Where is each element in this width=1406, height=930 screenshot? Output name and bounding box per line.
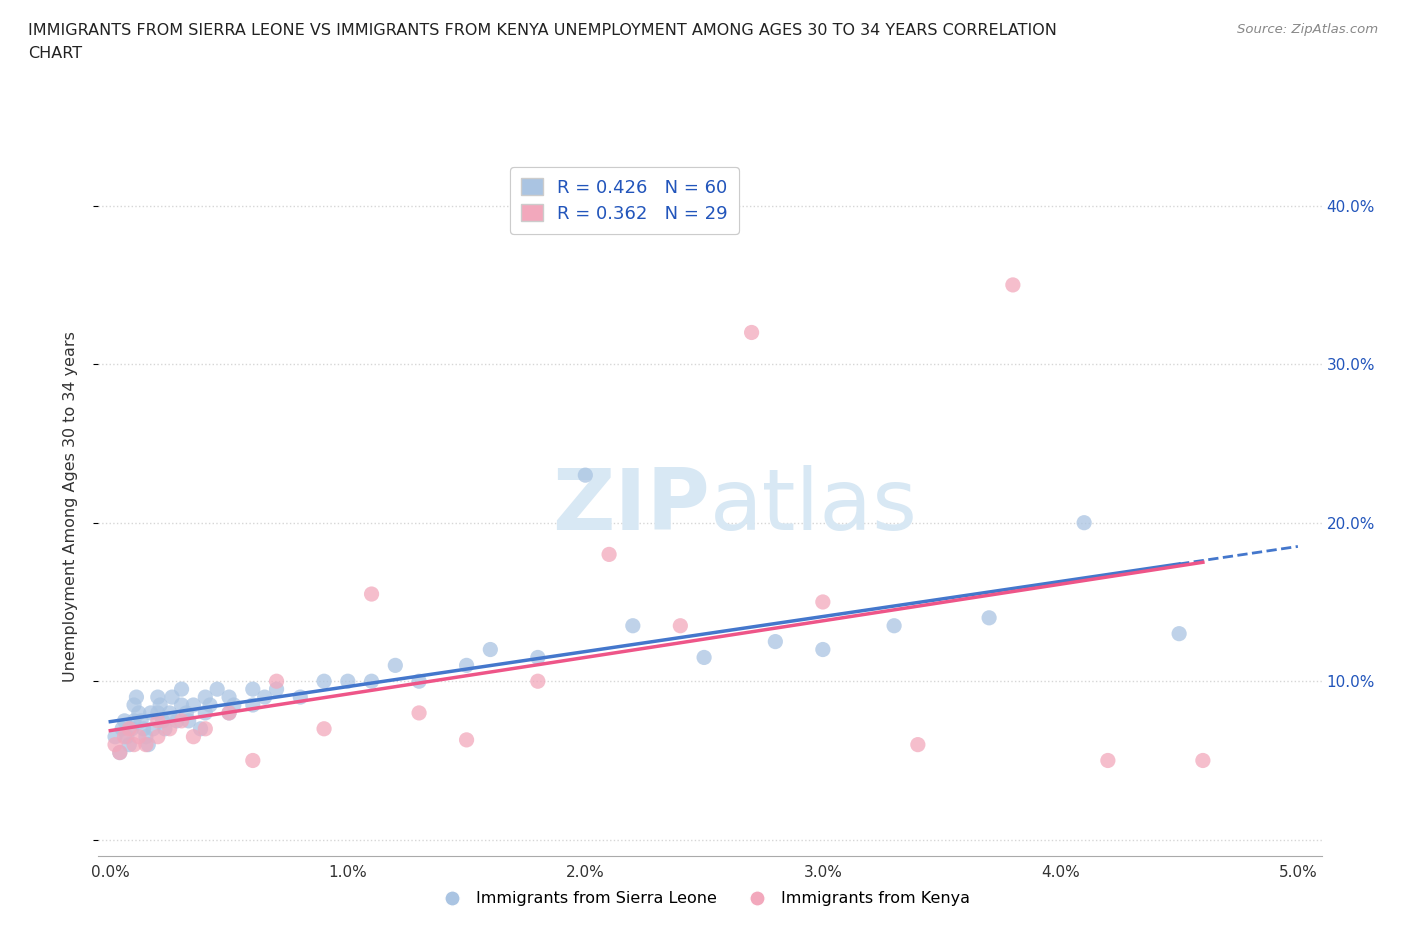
Point [125, 690, 148, 705]
Point [312, 673, 335, 688]
Point [146, 706, 169, 721]
Point [132, 722, 155, 737]
Point [111, 722, 134, 737]
Point [1097, 753, 1119, 768]
Point [360, 587, 382, 602]
Point [222, 698, 245, 712]
Point [205, 682, 228, 697]
Point [811, 642, 834, 657]
Point [128, 729, 150, 744]
Point [153, 722, 176, 737]
Point [139, 706, 162, 721]
Point [336, 673, 359, 688]
Point [907, 737, 929, 752]
Text: atlas: atlas [710, 465, 918, 549]
Point [135, 737, 157, 752]
Point [669, 618, 692, 633]
Text: IMMIGRANTS FROM SIERRA LEONE VS IMMIGRANTS FROM KENYA UNEMPLOYMENT AMONG AGES 30: IMMIGRANTS FROM SIERRA LEONE VS IMMIGRAN… [28, 23, 1057, 38]
Point [693, 650, 716, 665]
Point [121, 722, 143, 737]
Point [115, 729, 138, 744]
Point [136, 737, 159, 752]
Point [1192, 753, 1215, 768]
Point [159, 706, 181, 721]
Point [177, 713, 200, 728]
Legend: R = 0.426   N = 60, R = 0.362   N = 29: R = 0.426 N = 60, R = 0.362 N = 29 [510, 167, 738, 233]
Point [146, 729, 169, 744]
Point [166, 713, 188, 728]
Point [598, 547, 620, 562]
Point [183, 729, 205, 744]
Point [312, 722, 335, 737]
Point [763, 634, 786, 649]
Point [122, 713, 145, 728]
Point [170, 682, 193, 697]
Point [977, 610, 1000, 625]
Point [108, 745, 131, 760]
Point [883, 618, 905, 633]
Point [146, 690, 169, 705]
Point [242, 753, 264, 768]
Point [129, 713, 152, 728]
Point [118, 722, 141, 737]
Legend: Immigrants from Sierra Leone, Immigrants from Kenya: Immigrants from Sierra Leone, Immigrants… [430, 885, 976, 912]
Point [104, 729, 127, 744]
Point [114, 729, 136, 744]
Point [1168, 626, 1191, 641]
Point [290, 690, 312, 705]
Point [456, 733, 478, 748]
Point [108, 745, 131, 760]
Point [183, 698, 205, 712]
Point [128, 706, 150, 721]
Point [142, 722, 165, 737]
Point [149, 698, 172, 712]
Point [152, 713, 174, 728]
Point [146, 713, 169, 728]
Point [1001, 277, 1024, 292]
Point [194, 690, 217, 705]
Point [160, 690, 183, 705]
Point [741, 326, 763, 340]
Point [218, 706, 240, 721]
Point [621, 618, 644, 633]
Point [456, 658, 478, 672]
Text: Source: ZipAtlas.com: Source: ZipAtlas.com [1237, 23, 1378, 36]
Point [242, 698, 264, 712]
Point [408, 706, 430, 721]
Point [266, 682, 288, 697]
Point [266, 673, 288, 688]
Point [479, 642, 502, 657]
Point [408, 673, 430, 688]
Point [198, 698, 221, 712]
Point [122, 698, 145, 712]
Point [218, 706, 240, 721]
Point [527, 650, 550, 665]
Text: CHART: CHART [28, 46, 82, 61]
Point [194, 722, 217, 737]
Point [104, 737, 127, 752]
Y-axis label: Unemployment Among Ages 30 to 34 years: Unemployment Among Ages 30 to 34 years [63, 331, 77, 683]
Point [218, 690, 240, 705]
Point [811, 594, 834, 609]
Point [384, 658, 406, 672]
Point [527, 673, 550, 688]
Point [242, 682, 264, 697]
Point [170, 713, 193, 728]
Point [118, 737, 141, 752]
Point [114, 713, 136, 728]
Point [170, 698, 193, 712]
Point [1073, 515, 1095, 530]
Point [135, 729, 157, 744]
Point [190, 722, 212, 737]
Point [176, 706, 198, 721]
Point [194, 706, 217, 721]
Point [253, 690, 276, 705]
Point [574, 468, 596, 483]
Point [360, 673, 382, 688]
Point [159, 722, 181, 737]
Text: ZIP: ZIP [553, 465, 710, 549]
Point [122, 737, 145, 752]
